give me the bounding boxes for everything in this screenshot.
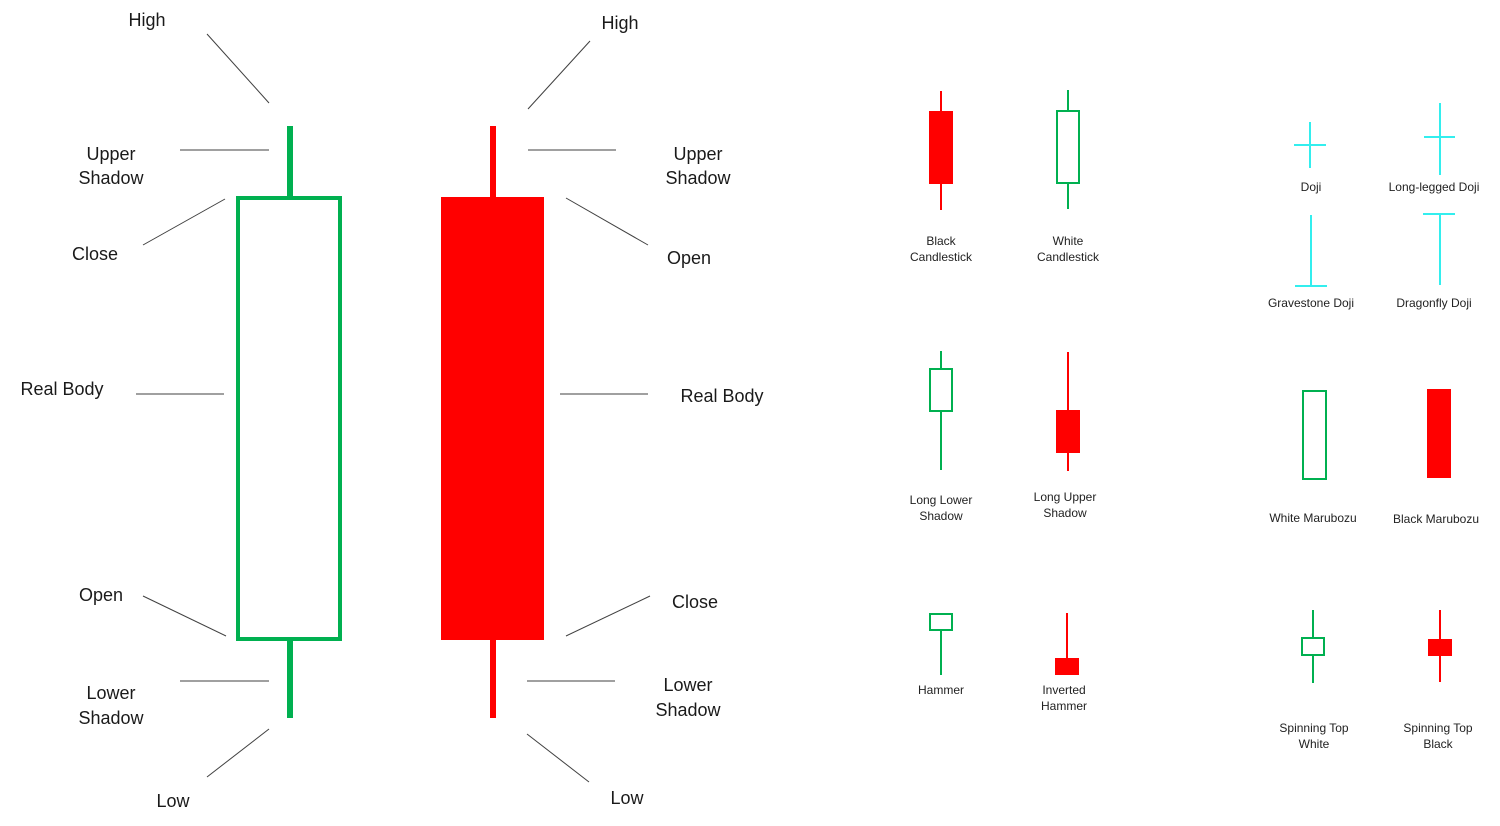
pattern-label: Long Upper	[1034, 490, 1097, 504]
pattern-label: White Marubozu	[1269, 511, 1356, 525]
pattern-label: Dragonfly Doji	[1396, 296, 1471, 310]
pattern-label: Shadow	[1043, 506, 1087, 520]
pattern-long-lower-shadow: Long Lower Shadow	[910, 351, 973, 523]
label-close: Close	[72, 244, 118, 264]
pattern-hammer: Hammer	[918, 613, 964, 697]
label-real-body: Real Body	[20, 379, 103, 399]
white-candle-anatomy: High Upper Shadow Close Real Body Open L…	[20, 10, 342, 811]
label-high: High	[601, 13, 638, 33]
label-low: Low	[156, 791, 190, 811]
pattern-white-candlestick: White Candlestick	[1037, 90, 1100, 264]
pattern-spinning-top-black: Spinning Top Black	[1403, 610, 1473, 751]
pattern-gravestone-doji: Gravestone Doji	[1268, 215, 1354, 310]
real-body	[236, 196, 342, 641]
label-upper-shadow: Shadow	[665, 168, 731, 188]
label-open: Open	[79, 585, 123, 605]
leader-line	[142, 198, 226, 246]
pattern-label: Black	[926, 234, 956, 248]
pattern-label: Spinning Top	[1279, 721, 1348, 735]
label-upper-shadow: Upper	[673, 144, 722, 164]
pattern-label: Candlestick	[910, 250, 973, 264]
label-real-body: Real Body	[680, 386, 763, 406]
label-high: High	[128, 10, 165, 30]
pattern-label: Long-legged Doji	[1389, 180, 1480, 194]
label-open: Open	[667, 248, 711, 268]
pattern-spinning-top-white: Spinning Top White	[1279, 610, 1349, 751]
pattern-long-upper-shadow: Long Upper Shadow	[1034, 352, 1097, 520]
pattern-label: Gravestone Doji	[1268, 296, 1354, 310]
label-lower-shadow: Lower	[86, 683, 135, 703]
label-lower-shadow: Shadow	[655, 700, 721, 720]
black-candle-anatomy: High Upper Shadow Open Real Body Close L…	[441, 13, 764, 808]
pattern-long-legged-doji: Long-legged Doji	[1389, 103, 1480, 194]
pattern-label: Shadow	[919, 509, 963, 523]
pattern-dragonfly-doji: Dragonfly Doji	[1396, 213, 1472, 310]
pattern-black-marubozu: Black Marubozu	[1393, 389, 1479, 526]
pattern-doji: Doji	[1294, 122, 1326, 194]
pattern-label: White	[1053, 234, 1084, 248]
leader-line	[142, 595, 227, 637]
pattern-label: Long Lower	[910, 493, 973, 507]
label-low: Low	[610, 788, 644, 808]
leader-line	[527, 40, 591, 110]
pattern-label: Hammer	[1041, 699, 1087, 713]
pattern-label: White	[1299, 737, 1330, 751]
pattern-inverted-hammer: Inverted Hammer	[1041, 613, 1087, 713]
leader-line	[565, 595, 651, 637]
label-upper-shadow: Upper	[86, 144, 135, 164]
real-body	[441, 197, 544, 640]
leader-line	[565, 197, 649, 246]
leader-line	[526, 733, 590, 783]
label-close: Close	[672, 592, 718, 612]
label-lower-shadow: Shadow	[78, 708, 144, 728]
leader-line	[206, 728, 270, 778]
leader-line	[206, 33, 270, 104]
pattern-label: Black	[1423, 737, 1453, 751]
pattern-white-marubozu: White Marubozu	[1269, 390, 1357, 525]
pattern-black-candlestick: Black Candlestick	[910, 91, 973, 264]
label-upper-shadow: Shadow	[78, 168, 144, 188]
pattern-label: Hammer	[918, 683, 964, 697]
pattern-label: Spinning Top	[1403, 721, 1472, 735]
pattern-label: Candlestick	[1037, 250, 1100, 264]
pattern-label: Doji	[1301, 180, 1322, 194]
pattern-label: Black Marubozu	[1393, 512, 1479, 526]
pattern-label: Inverted	[1042, 683, 1085, 697]
label-lower-shadow: Lower	[663, 675, 712, 695]
